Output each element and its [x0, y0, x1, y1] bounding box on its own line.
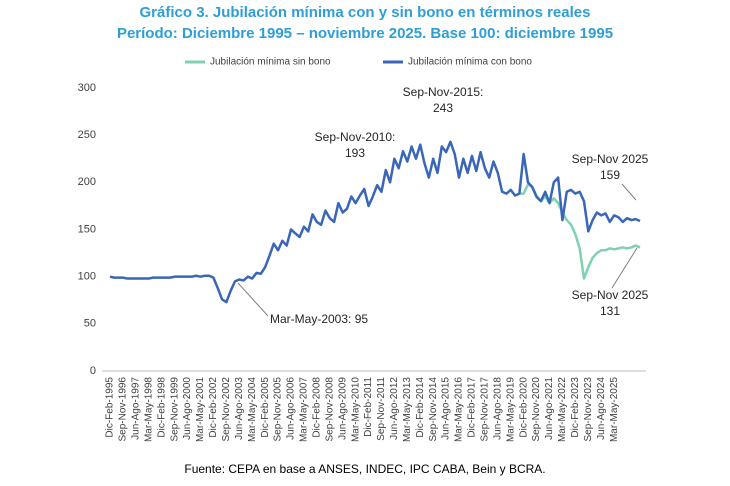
annotation: 131 [600, 304, 620, 318]
x-tick-label: Dic-Feb-2002 [208, 377, 219, 438]
x-tick-label: Mar-May-2001 [195, 377, 206, 442]
x-tick-label: Dic-Feb-2020 [518, 377, 529, 438]
chart-title: Gráfico 3. Jubilación mínima con y sin b… [140, 4, 591, 21]
x-tick-label: Dic-Feb-2017 [467, 377, 478, 438]
series-line [109, 140, 641, 304]
annotation-leader [621, 183, 637, 201]
x-tick-label: Sep-Nov-2008 [324, 377, 335, 442]
chart-subtitle: Período: Diciembre 1995 – noviembre 2025… [117, 25, 613, 42]
annotation: Sep-Nov-2010: [315, 130, 396, 144]
x-tick-label: Jun-Ago-2024 [596, 377, 607, 440]
y-tick-label: 150 [78, 223, 96, 235]
x-tick-label: Mar-May-2025 [609, 377, 620, 442]
x-tick-label: Mar-May-2007 [299, 377, 310, 442]
x-tick-label: Jun-Ago-2003 [234, 377, 245, 440]
x-tick-label: Jun-Ago-2009 [337, 377, 348, 440]
x-tick-label: Jun-Ago-2015 [441, 377, 452, 440]
x-tick-label: Sep-Nov-2020 [531, 377, 542, 442]
x-tick-label: Sep-Nov-2002 [221, 377, 232, 442]
y-tick-label: 0 [90, 365, 96, 377]
y-tick-label: 250 [78, 129, 96, 141]
x-tick-label: Mar-May-2016 [454, 377, 465, 442]
x-tick-label: Dic-Feb-2008 [311, 377, 322, 438]
annotation: 243 [433, 101, 453, 115]
annotation-leader [237, 282, 269, 317]
x-tick-label: Mar-May-1998 [143, 377, 154, 442]
x-tick-label: Dic-Feb-2014 [415, 377, 426, 438]
annotation: 159 [600, 168, 620, 182]
annotation: Mar-May-2003: 95 [270, 312, 368, 326]
x-tick-label: Dic-Feb-1998 [156, 377, 167, 438]
x-tick-label: Jun-Ago-2006 [286, 377, 297, 440]
annotation-leader [611, 247, 638, 289]
x-tick-label: Mar-May-2013 [402, 377, 413, 442]
x-tick-label: Jun-Ago-1997 [130, 377, 141, 440]
x-tick-label: Sep-Nov-2011 [376, 377, 387, 441]
annotation: 193 [345, 146, 365, 160]
x-tick-label: Jun-Ago-2012 [389, 377, 400, 440]
x-tick-label: Mar-May-2022 [557, 377, 568, 442]
y-tick-label: 200 [78, 176, 96, 188]
legend-label: Jubilación mínima sin bono [210, 57, 331, 68]
y-tick-label: 300 [78, 82, 96, 94]
x-tick-label: Mar-May-2004 [247, 377, 258, 442]
legend-label: Jubilación mínima con bono [408, 57, 532, 68]
x-tick-label: Dic-Feb-2005 [260, 377, 271, 438]
x-tick-label: Sep-Nov-2023 [583, 377, 594, 442]
annotation: Sep-Nov 2025 [572, 288, 649, 302]
x-tick-label: Mar-May-2010 [350, 377, 361, 442]
x-tick-label: Mar-May-2019 [505, 377, 516, 442]
x-tick-label: Jun-Ago-2021 [544, 377, 555, 440]
x-tick-label: Sep-Nov-2017 [480, 377, 491, 442]
annotation: Sep-Nov-2015: [403, 85, 484, 99]
y-tick-label: 50 [84, 318, 96, 330]
x-tick-label: Jun-Ago-2018 [492, 377, 503, 440]
x-tick-label: Dic-Feb-2011 [363, 377, 374, 437]
y-tick-label: 100 [78, 271, 96, 283]
x-tick-label: Sep-Nov-2005 [273, 377, 284, 442]
x-tick-label: Sep-Nov-1996 [118, 377, 129, 442]
x-tick-label: Jun-Ago-2000 [182, 377, 193, 440]
annotation: Sep-Nov 2025 [572, 152, 649, 166]
x-tick-label: Dic-Feb-2023 [570, 377, 581, 438]
x-tick-label: Sep-Nov-1999 [169, 377, 180, 442]
source-note: Fuente: CEPA en base a ANSES, INDEC, IPC… [184, 462, 545, 476]
x-tick-label: Dic-Feb-1995 [105, 377, 116, 438]
x-tick-label: Sep-Nov-2014 [428, 377, 439, 442]
